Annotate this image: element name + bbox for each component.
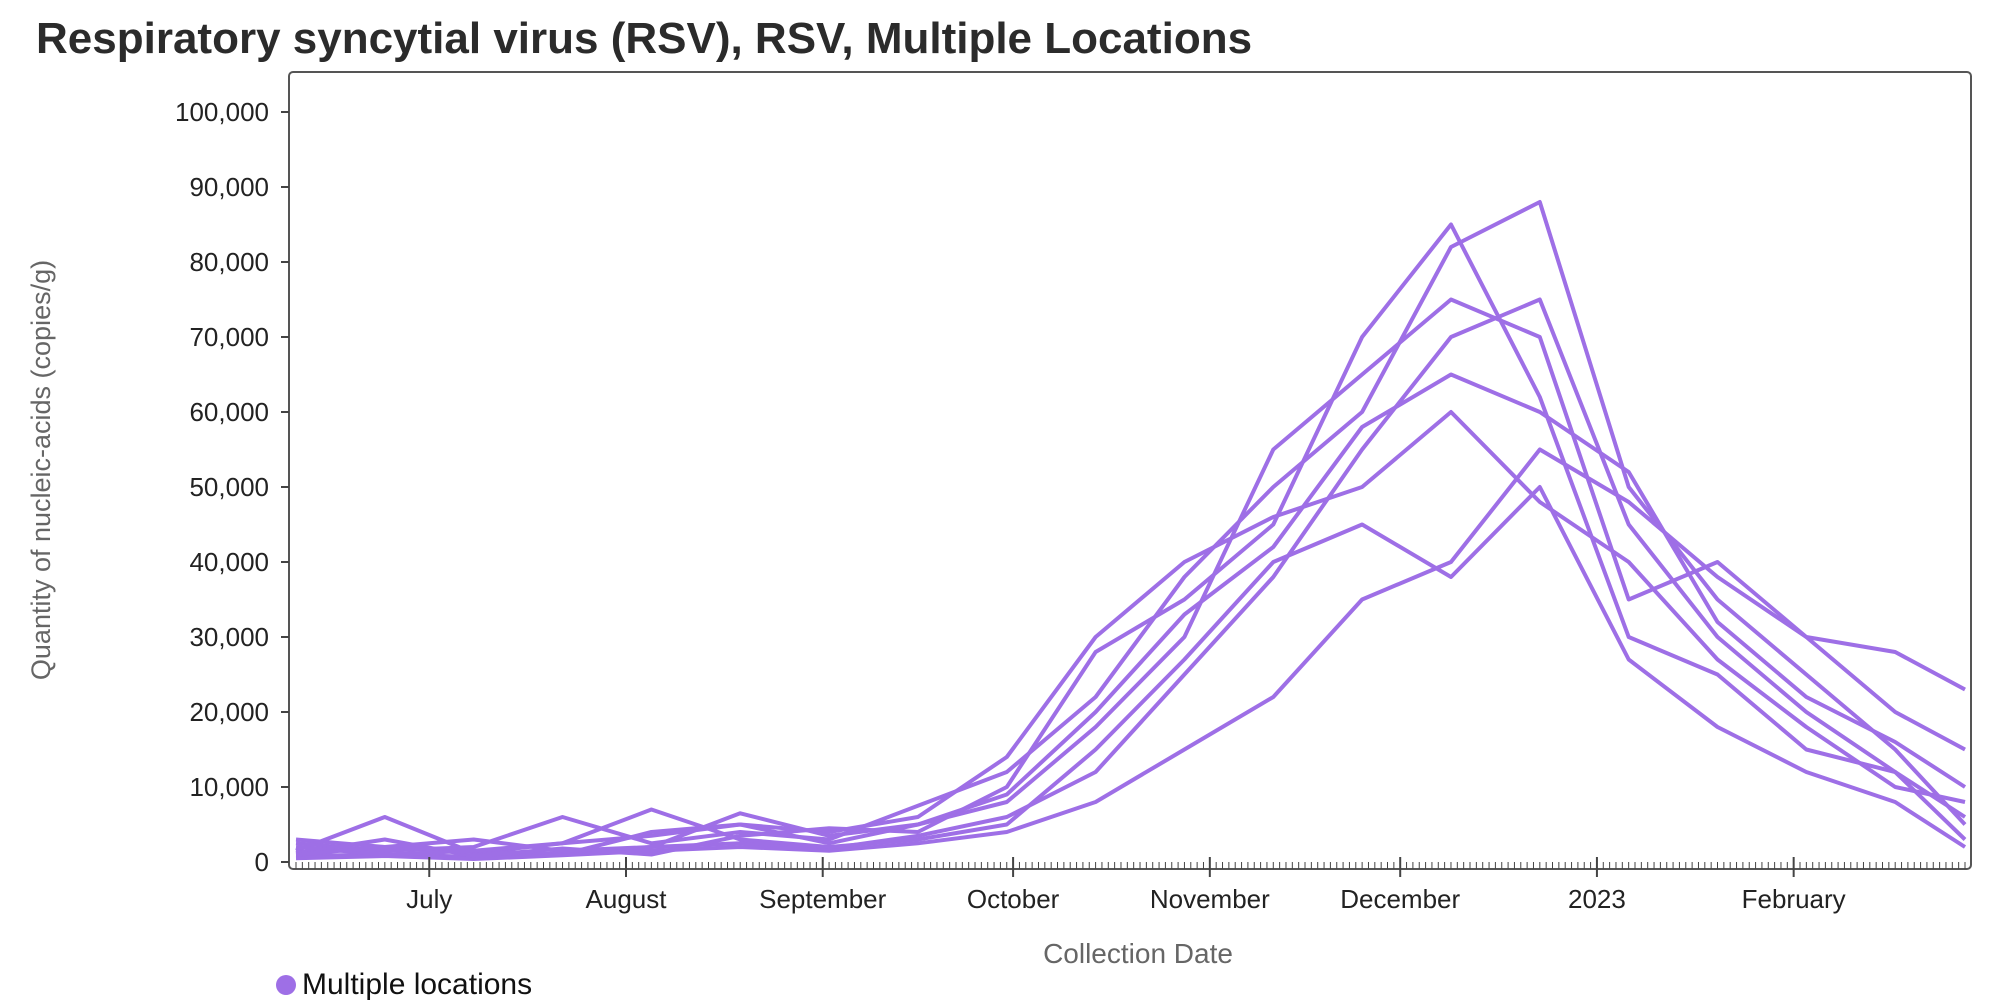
x-tick-label: July <box>406 884 452 914</box>
series-line-8 <box>295 372 1967 857</box>
x-axis-title: Collection Date <box>1043 938 1233 969</box>
y-tick-label: 10,000 <box>189 772 269 802</box>
series-line-1 <box>295 410 1966 855</box>
y-tick-label: 60,000 <box>189 397 269 427</box>
y-tick-label: 70,000 <box>189 322 269 352</box>
y-axis-title: Quantity of nucleic-acids (copies/g) <box>26 260 56 680</box>
x-tick-label: August <box>586 884 668 914</box>
y-tick-label: 40,000 <box>189 547 269 577</box>
y-tick-label: 80,000 <box>189 247 269 277</box>
y-tick-label: 30,000 <box>189 622 269 652</box>
series-line-5 <box>295 447 1966 861</box>
x-tick-label: September <box>759 884 887 914</box>
x-tick-label: December <box>1340 884 1460 914</box>
x-tick-label: October <box>967 884 1060 914</box>
y-tick-label: 100,000 <box>175 97 269 127</box>
y-tick-label: 0 <box>255 847 269 877</box>
chart-title: Respiratory syncytial virus (RSV), RSV, … <box>36 14 1253 63</box>
y-tick-label: 20,000 <box>189 697 269 727</box>
series-layer <box>295 200 1967 861</box>
series-line-7 <box>295 485 1967 857</box>
x-tick-label: 2023 <box>1568 884 1626 914</box>
y-tick-label: 50,000 <box>189 472 269 502</box>
series-line-6 <box>295 222 1967 858</box>
series-line-2 <box>295 200 1967 853</box>
x-tick-label: February <box>1742 884 1846 914</box>
legend: Multiple locations <box>276 968 532 1002</box>
series-line-3 <box>295 297 1967 859</box>
y-axis: 0 10,000 20,000 30,000 40,000 50,000 60,000 70,… <box>175 97 289 877</box>
plot-frame <box>288 71 1972 870</box>
legend-label: Multiple locations <box>302 968 533 1001</box>
y-tick-label: 90,000 <box>189 172 269 202</box>
x-tick-label: November <box>1150 884 1270 914</box>
legend-swatch <box>276 975 296 995</box>
x-axis: July August September October November Decemb… <box>295 857 1966 914</box>
